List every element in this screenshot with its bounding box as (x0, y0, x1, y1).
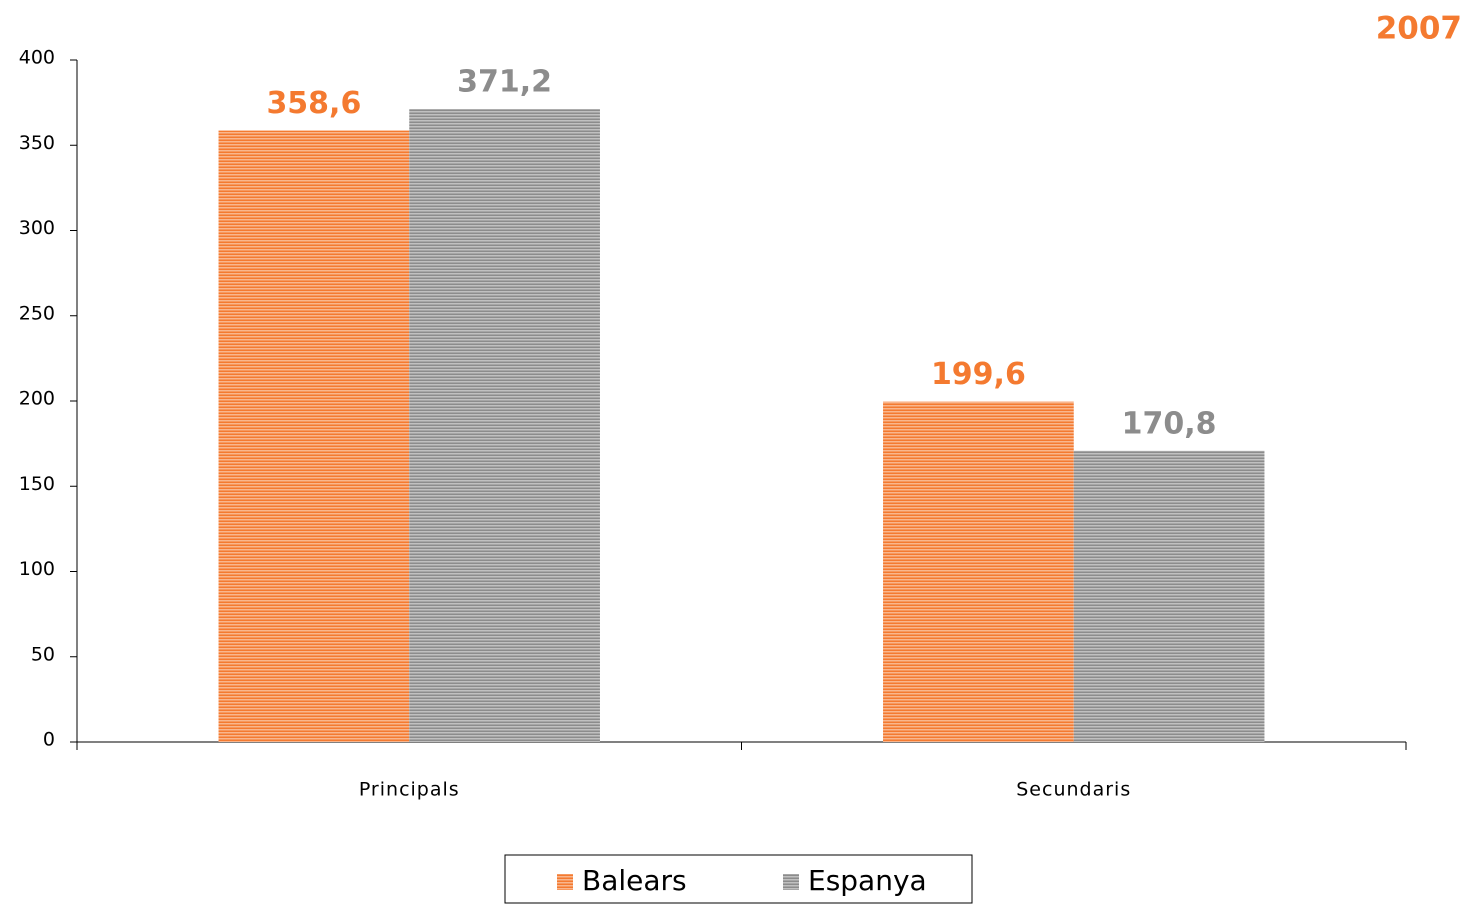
x-tick-label: Secundaris (1016, 779, 1131, 801)
legend-label: Balears (582, 864, 687, 897)
y-tick-label: 250 (19, 302, 55, 324)
y-tick-label: 150 (19, 473, 55, 495)
bar (883, 401, 1074, 742)
y-tick-label: 300 (19, 217, 55, 239)
y-tick-label: 50 (31, 643, 55, 665)
bar (1073, 450, 1265, 742)
legend-box (504, 854, 973, 904)
chart-title: 2007 (1376, 11, 1462, 47)
value-label: 170,8 (1122, 406, 1217, 441)
legend-swatch (783, 874, 799, 890)
legend-label: Espanya (808, 864, 927, 897)
y-tick-label: 200 (19, 388, 55, 410)
value-label: 199,6 (931, 357, 1026, 392)
x-tick-label: Principals (359, 779, 460, 801)
bar (218, 130, 410, 742)
y-tick-label: 400 (19, 47, 55, 69)
y-tick-label: 100 (19, 558, 55, 580)
bar (409, 109, 600, 742)
value-label: 358,6 (266, 86, 361, 121)
value-label: 371,2 (457, 65, 552, 100)
y-tick-label: 0 (43, 729, 55, 751)
y-tick-label: 350 (19, 132, 55, 154)
legend-swatch (557, 874, 573, 890)
